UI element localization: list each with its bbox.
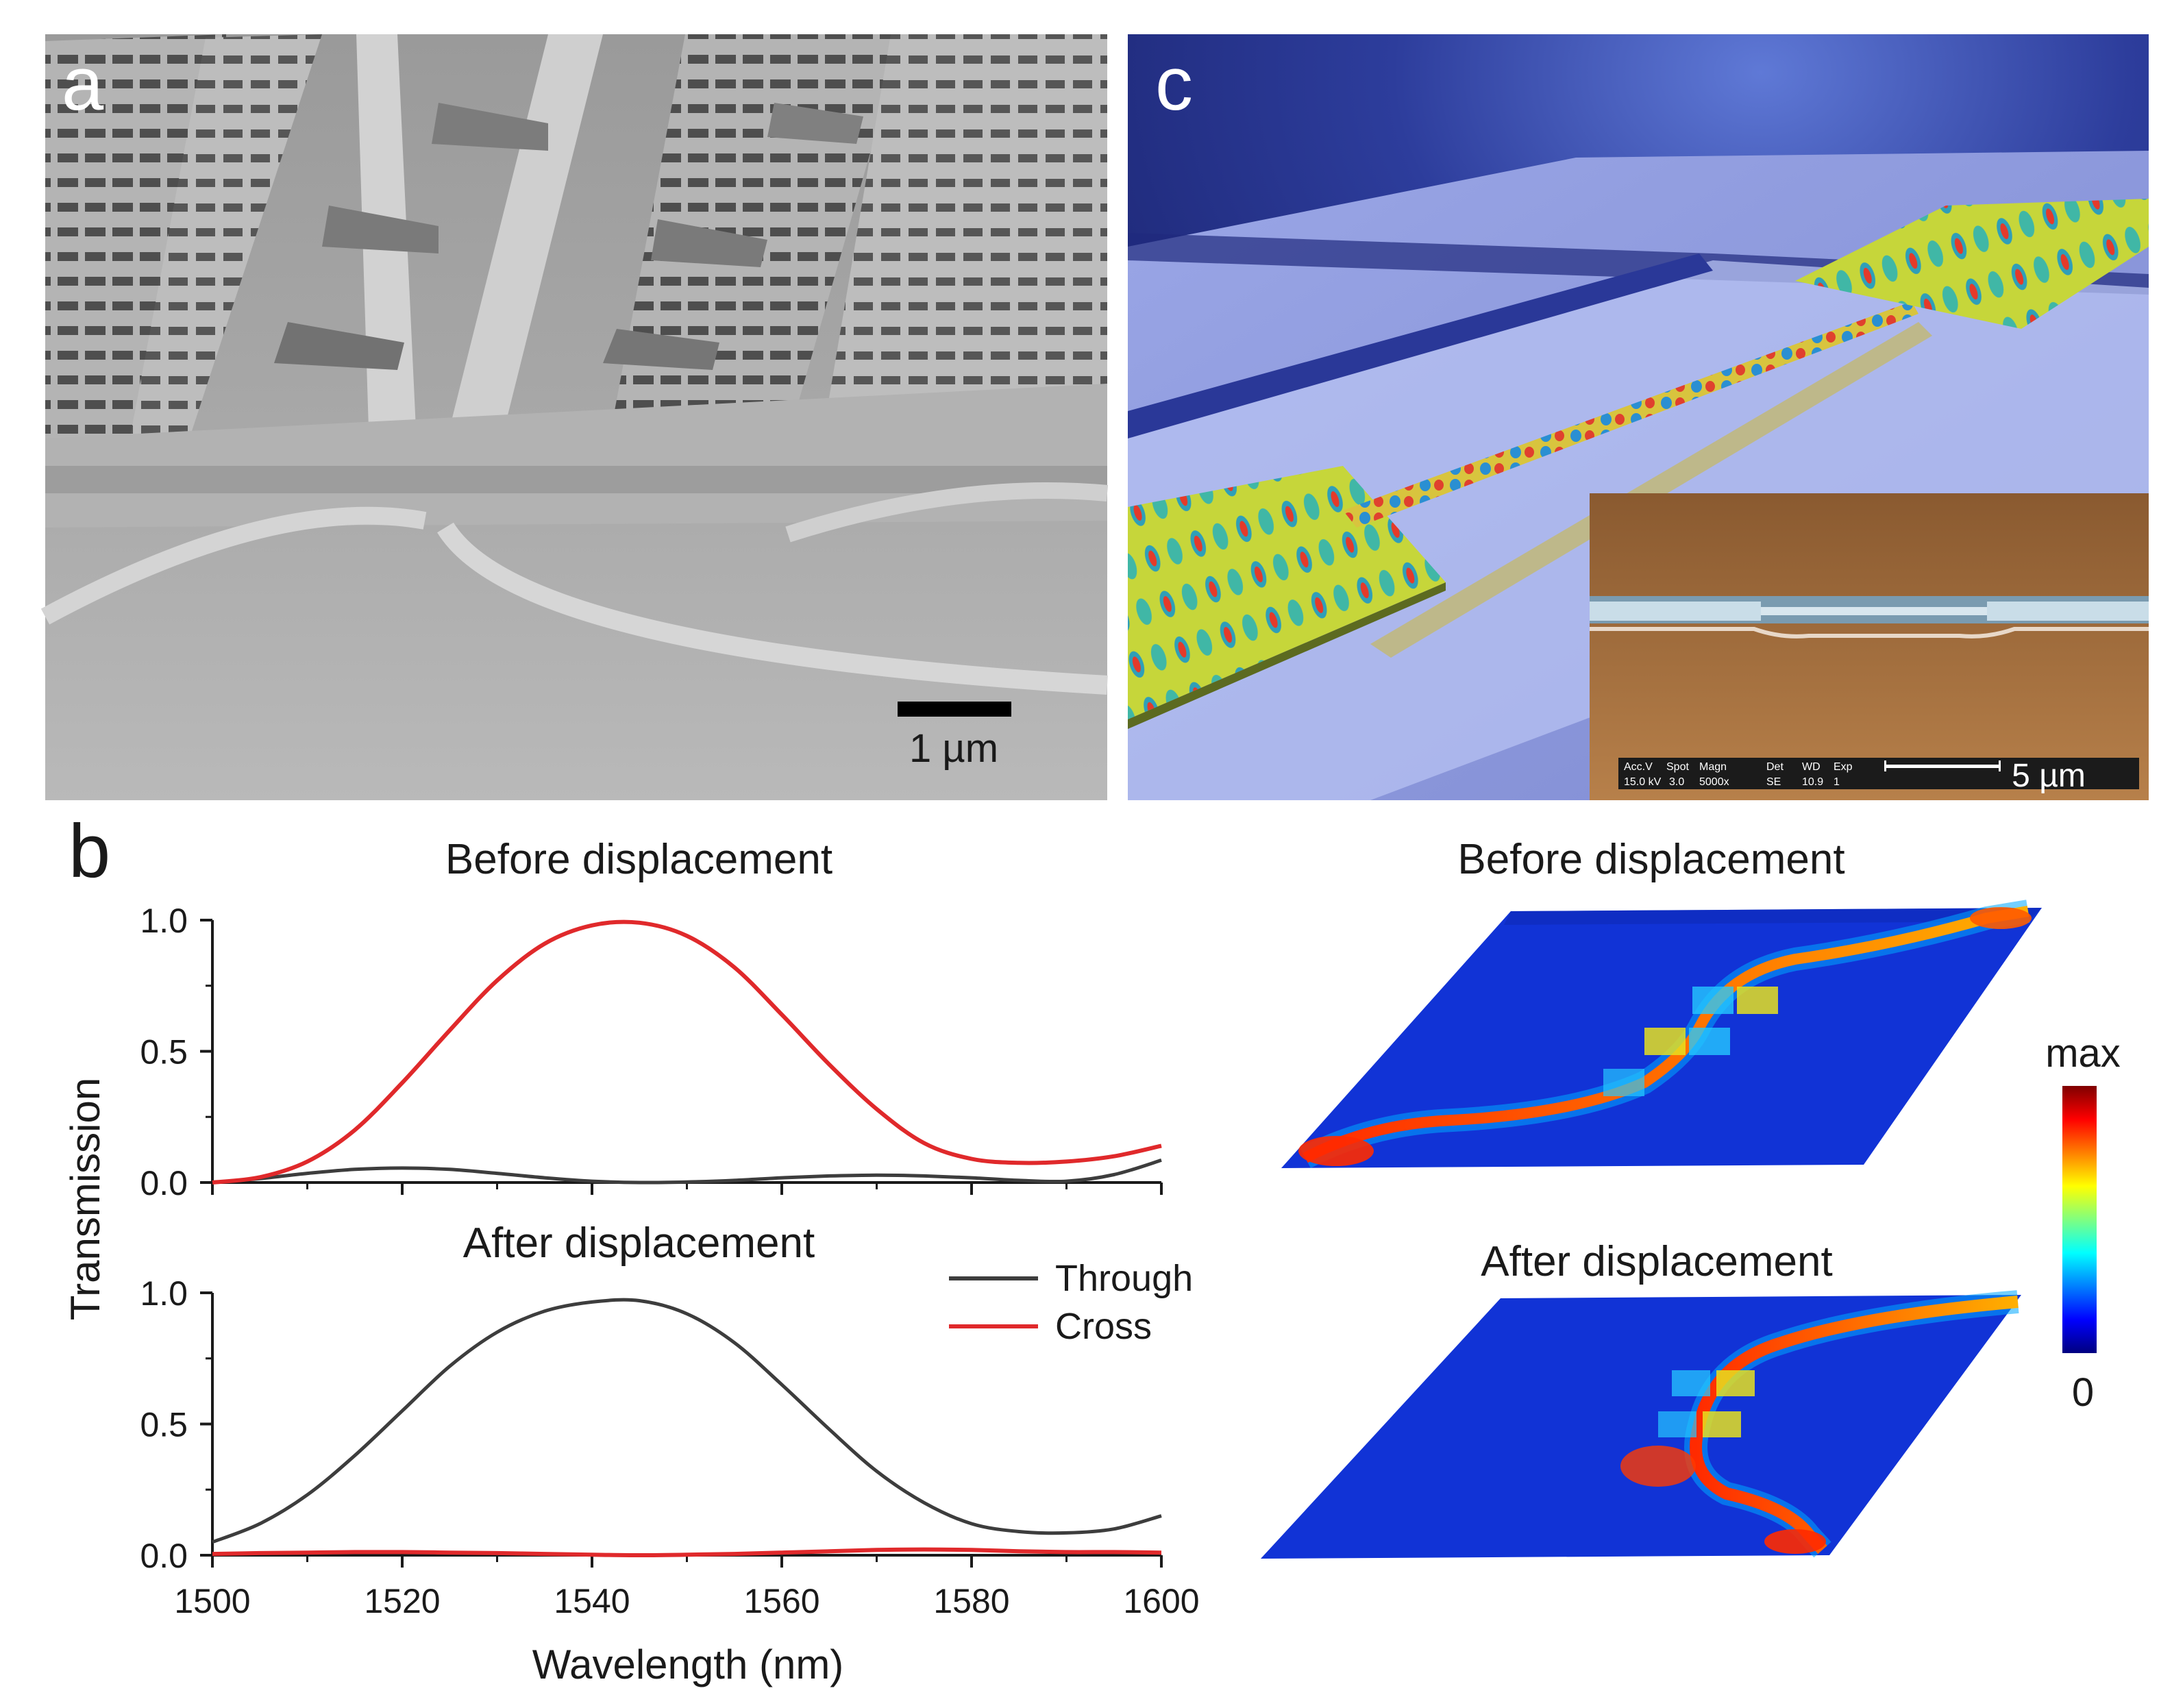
colorbar	[2062, 1086, 2097, 1353]
readout-header-2: Spot	[1666, 761, 1689, 773]
legend-cross-label: Cross	[1055, 1306, 1152, 1347]
readout-header-3: Magn	[1699, 761, 1727, 773]
readout-header-6: Exp	[1834, 761, 1853, 773]
readout-value-2: 3.0	[1669, 776, 1684, 788]
chart-before-displacement: Before displacement 0.0 0.5 1.0	[140, 836, 1163, 1202]
x-tick-label: 1580	[933, 1582, 1009, 1620]
inset-scalebar-label: 5 µm	[2012, 758, 2086, 794]
field-map-after	[1261, 1290, 2021, 1559]
colorbar-min-label: 0	[2072, 1370, 2094, 1415]
readout-header-1: Acc.V	[1624, 761, 1653, 773]
y-tick-label-after: 0.0	[140, 1537, 188, 1575]
legend: Through Cross	[949, 1258, 1193, 1347]
y-tick-label-after: 0.5	[140, 1406, 188, 1444]
chart-title-before: Before displacement	[445, 836, 832, 883]
panel-c-inset: Acc.V Spot Magn Det WD Exp 15.0 kV 3.0 5…	[1590, 493, 2149, 800]
readout-header-4: Det	[1766, 761, 1784, 773]
right-pad	[1795, 199, 2149, 329]
field-map-before	[1281, 900, 2042, 1169]
x-tick-label: 1600	[1123, 1582, 1199, 1620]
series-through-after	[212, 1298, 1162, 1544]
chart-after-displacement: After displacement 1500 1520 1540 1560 1580 16…	[140, 1220, 1199, 1620]
series-cross-after	[212, 1547, 1162, 1558]
readout-value-1: 15.0 kV	[1624, 776, 1662, 788]
readout-value-3: 5000x	[1699, 776, 1729, 788]
inset-scalebar	[1884, 765, 2001, 768]
readout-header-5: WD	[1802, 761, 1821, 773]
x-tick-label: 1560	[743, 1582, 819, 1620]
chart-title-after: After displacement	[463, 1220, 815, 1267]
left-pad	[1128, 466, 1446, 719]
panel-b-label: b	[69, 809, 110, 893]
panel-c-label: c	[1155, 42, 1193, 126]
waveguide	[1343, 301, 1918, 528]
legend-through-label: Through	[1055, 1258, 1193, 1299]
readout-value-6: 1	[1834, 776, 1840, 788]
readout-value-4: SE	[1766, 776, 1781, 788]
panel-a-label: a	[62, 42, 104, 126]
panel-a-scalebar-label: 1 µm	[909, 726, 998, 771]
y-tick-label-before: 1.0	[140, 902, 188, 940]
field-map-bottom-title: After displacement	[1481, 1238, 1832, 1285]
y-tick-label-before: 0.5	[140, 1033, 188, 1072]
x-tick-label: 1540	[554, 1582, 630, 1620]
series-cross-before	[212, 919, 1162, 1185]
colorbar-max-label: max	[2045, 1031, 2121, 1076]
y-axis-label: Transmission	[62, 1078, 108, 1321]
x-tick-label: 1520	[364, 1582, 440, 1620]
panel-a-scalebar	[898, 702, 1011, 717]
field-map-top-title: Before displacement	[1457, 836, 1844, 883]
field-maps: Before displacement After displacement	[1261, 836, 2121, 1559]
y-tick-label-before: 0.0	[140, 1164, 188, 1202]
panel-c-render: Acc.V Spot Magn Det WD Exp 15.0 kV 3.0 5…	[1128, 34, 2149, 800]
panel-b-spectra: b Transmission Wavelength (nm) Before di…	[62, 809, 1200, 1687]
x-tick-label: 1500	[174, 1582, 250, 1620]
series-through-before	[212, 1159, 1162, 1185]
readout-value-5: 10.9	[1802, 776, 1823, 788]
inset-readout: Acc.V Spot Magn Det WD Exp 15.0 kV 3.0 5…	[1624, 761, 1853, 788]
x-axis-label: Wavelength (nm)	[532, 1642, 844, 1687]
panel-a-sem-image: 1 µm a	[40, 34, 1109, 800]
y-tick-label-after: 1.0	[140, 1274, 188, 1313]
inset-readout-bar	[1618, 758, 2139, 789]
